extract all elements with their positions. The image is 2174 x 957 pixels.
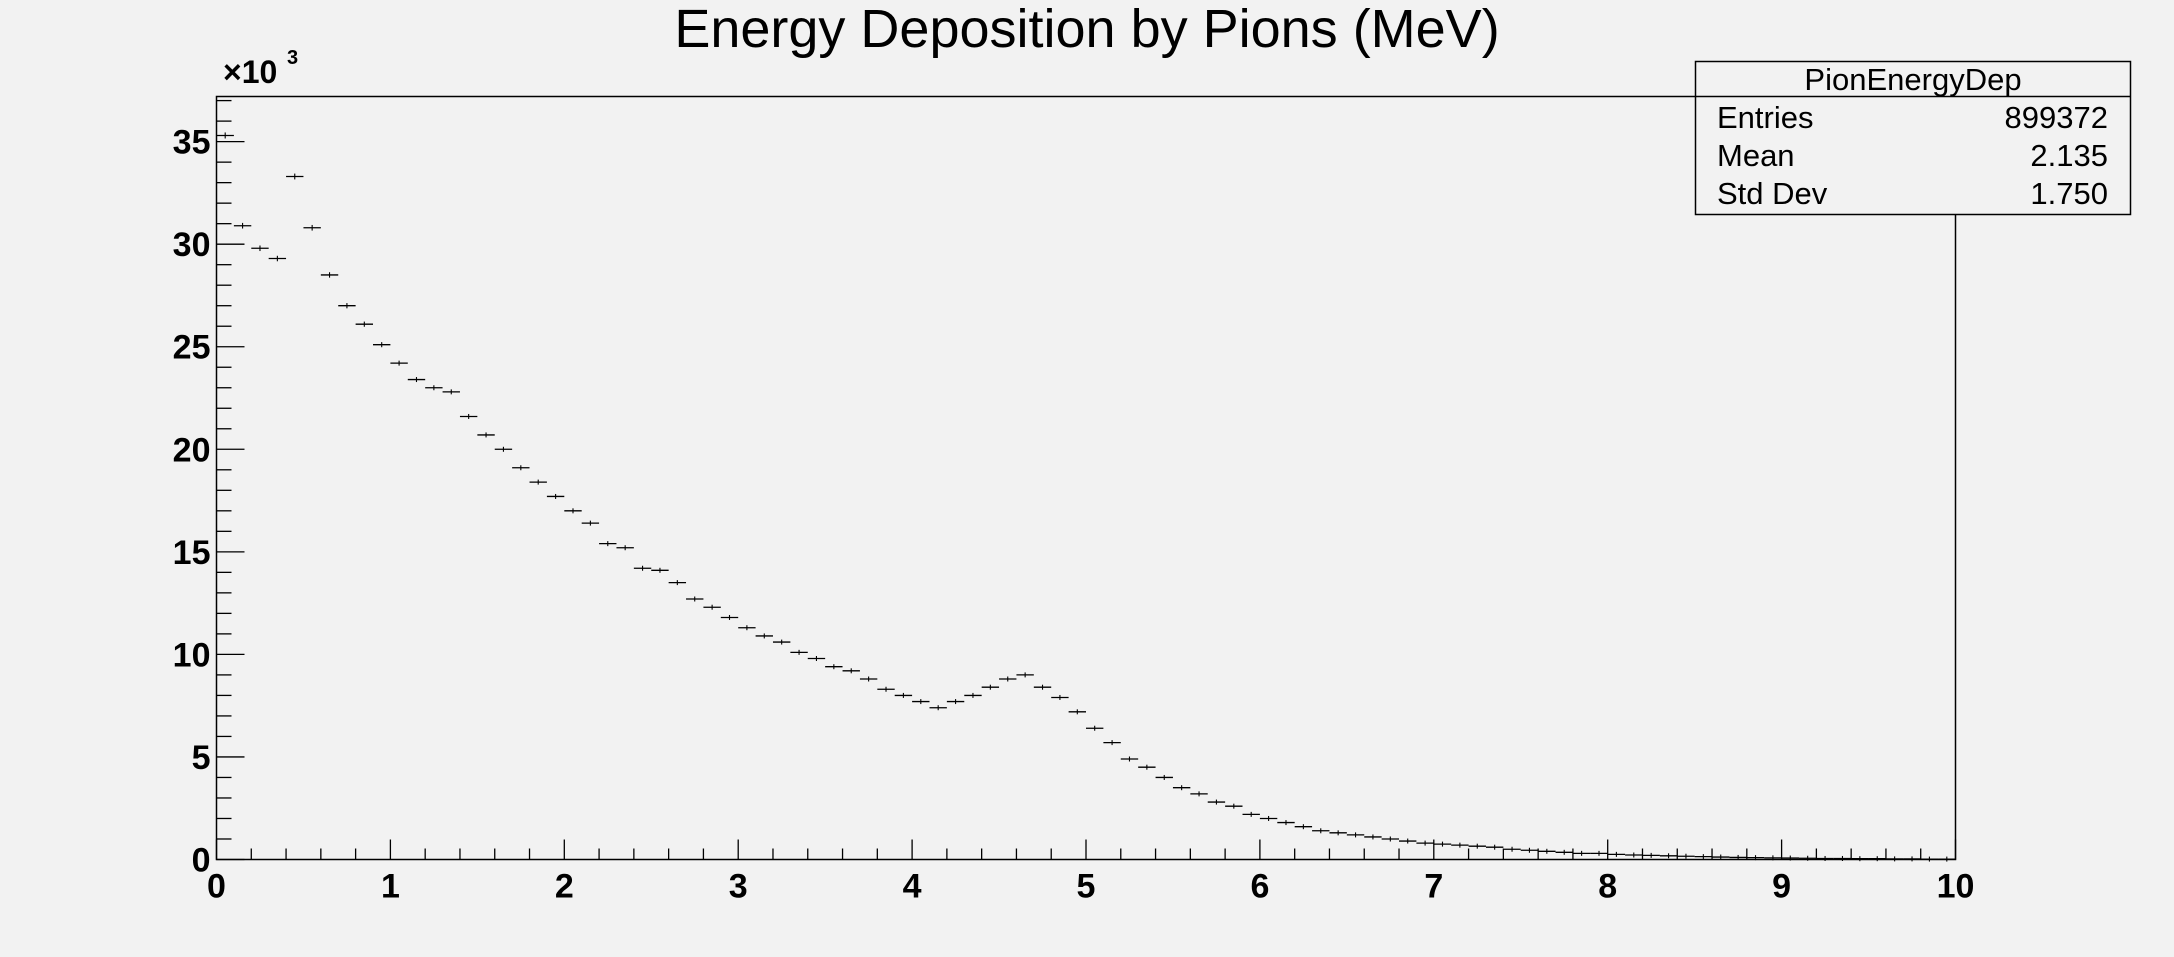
y-multiplier-base: ×10 [223, 54, 277, 90]
y-tick-label: 20 [173, 431, 211, 469]
x-tick-label: 6 [1250, 868, 1269, 906]
y-multiplier-exponent: 3 [287, 47, 298, 69]
stats-stddev-value: 1.750 [2030, 176, 2108, 211]
chart-title: Energy Deposition by Pions (MeV) [674, 0, 1499, 59]
y-tick-label: 30 [173, 226, 211, 264]
y-tick-label: 25 [173, 329, 211, 367]
data-markers [216, 132, 1956, 862]
x-tick-label: 3 [729, 868, 748, 906]
x-tick-label: 1 [381, 868, 400, 906]
axes: 0 1 2 3 4 5 6 7 8 9 10 0 5 10 15 20 25 30 35 [173, 99, 1975, 906]
x-tick-label: 10 [1937, 868, 1975, 906]
stats-entries-label: Entries [1717, 100, 1813, 135]
y-tick-label: 35 [173, 124, 211, 162]
x-tick-label: 8 [1598, 868, 1617, 906]
stats-entries-value: 899372 [2005, 100, 2108, 135]
y-tick-label: 10 [173, 636, 211, 674]
x-tick-label: 0 [207, 868, 226, 906]
y-tick-label: 15 [173, 534, 211, 572]
stats-stddev-label: Std Dev [1717, 176, 1828, 211]
stats-box-frame [1694, 60, 2132, 216]
x-tick-label: 2 [555, 868, 574, 906]
stats-box: PionEnergyDep Entries 899372 Mean 2.135 … [1694, 60, 2132, 216]
stats-mean-value: 2.135 [2030, 138, 2108, 173]
x-tick-label: 9 [1772, 868, 1791, 906]
x-tick-label: 4 [903, 868, 922, 906]
y-multiplier-label: ×10 3 [223, 47, 298, 90]
stats-box-title: PionEnergyDep [1804, 62, 2021, 97]
stats-mean-label: Mean [1717, 138, 1795, 173]
x-tick-label: 7 [1424, 868, 1443, 906]
y-tick-label: 5 [192, 739, 211, 777]
y-tick-label: 0 [192, 842, 211, 880]
x-tick-label: 5 [1077, 868, 1096, 906]
